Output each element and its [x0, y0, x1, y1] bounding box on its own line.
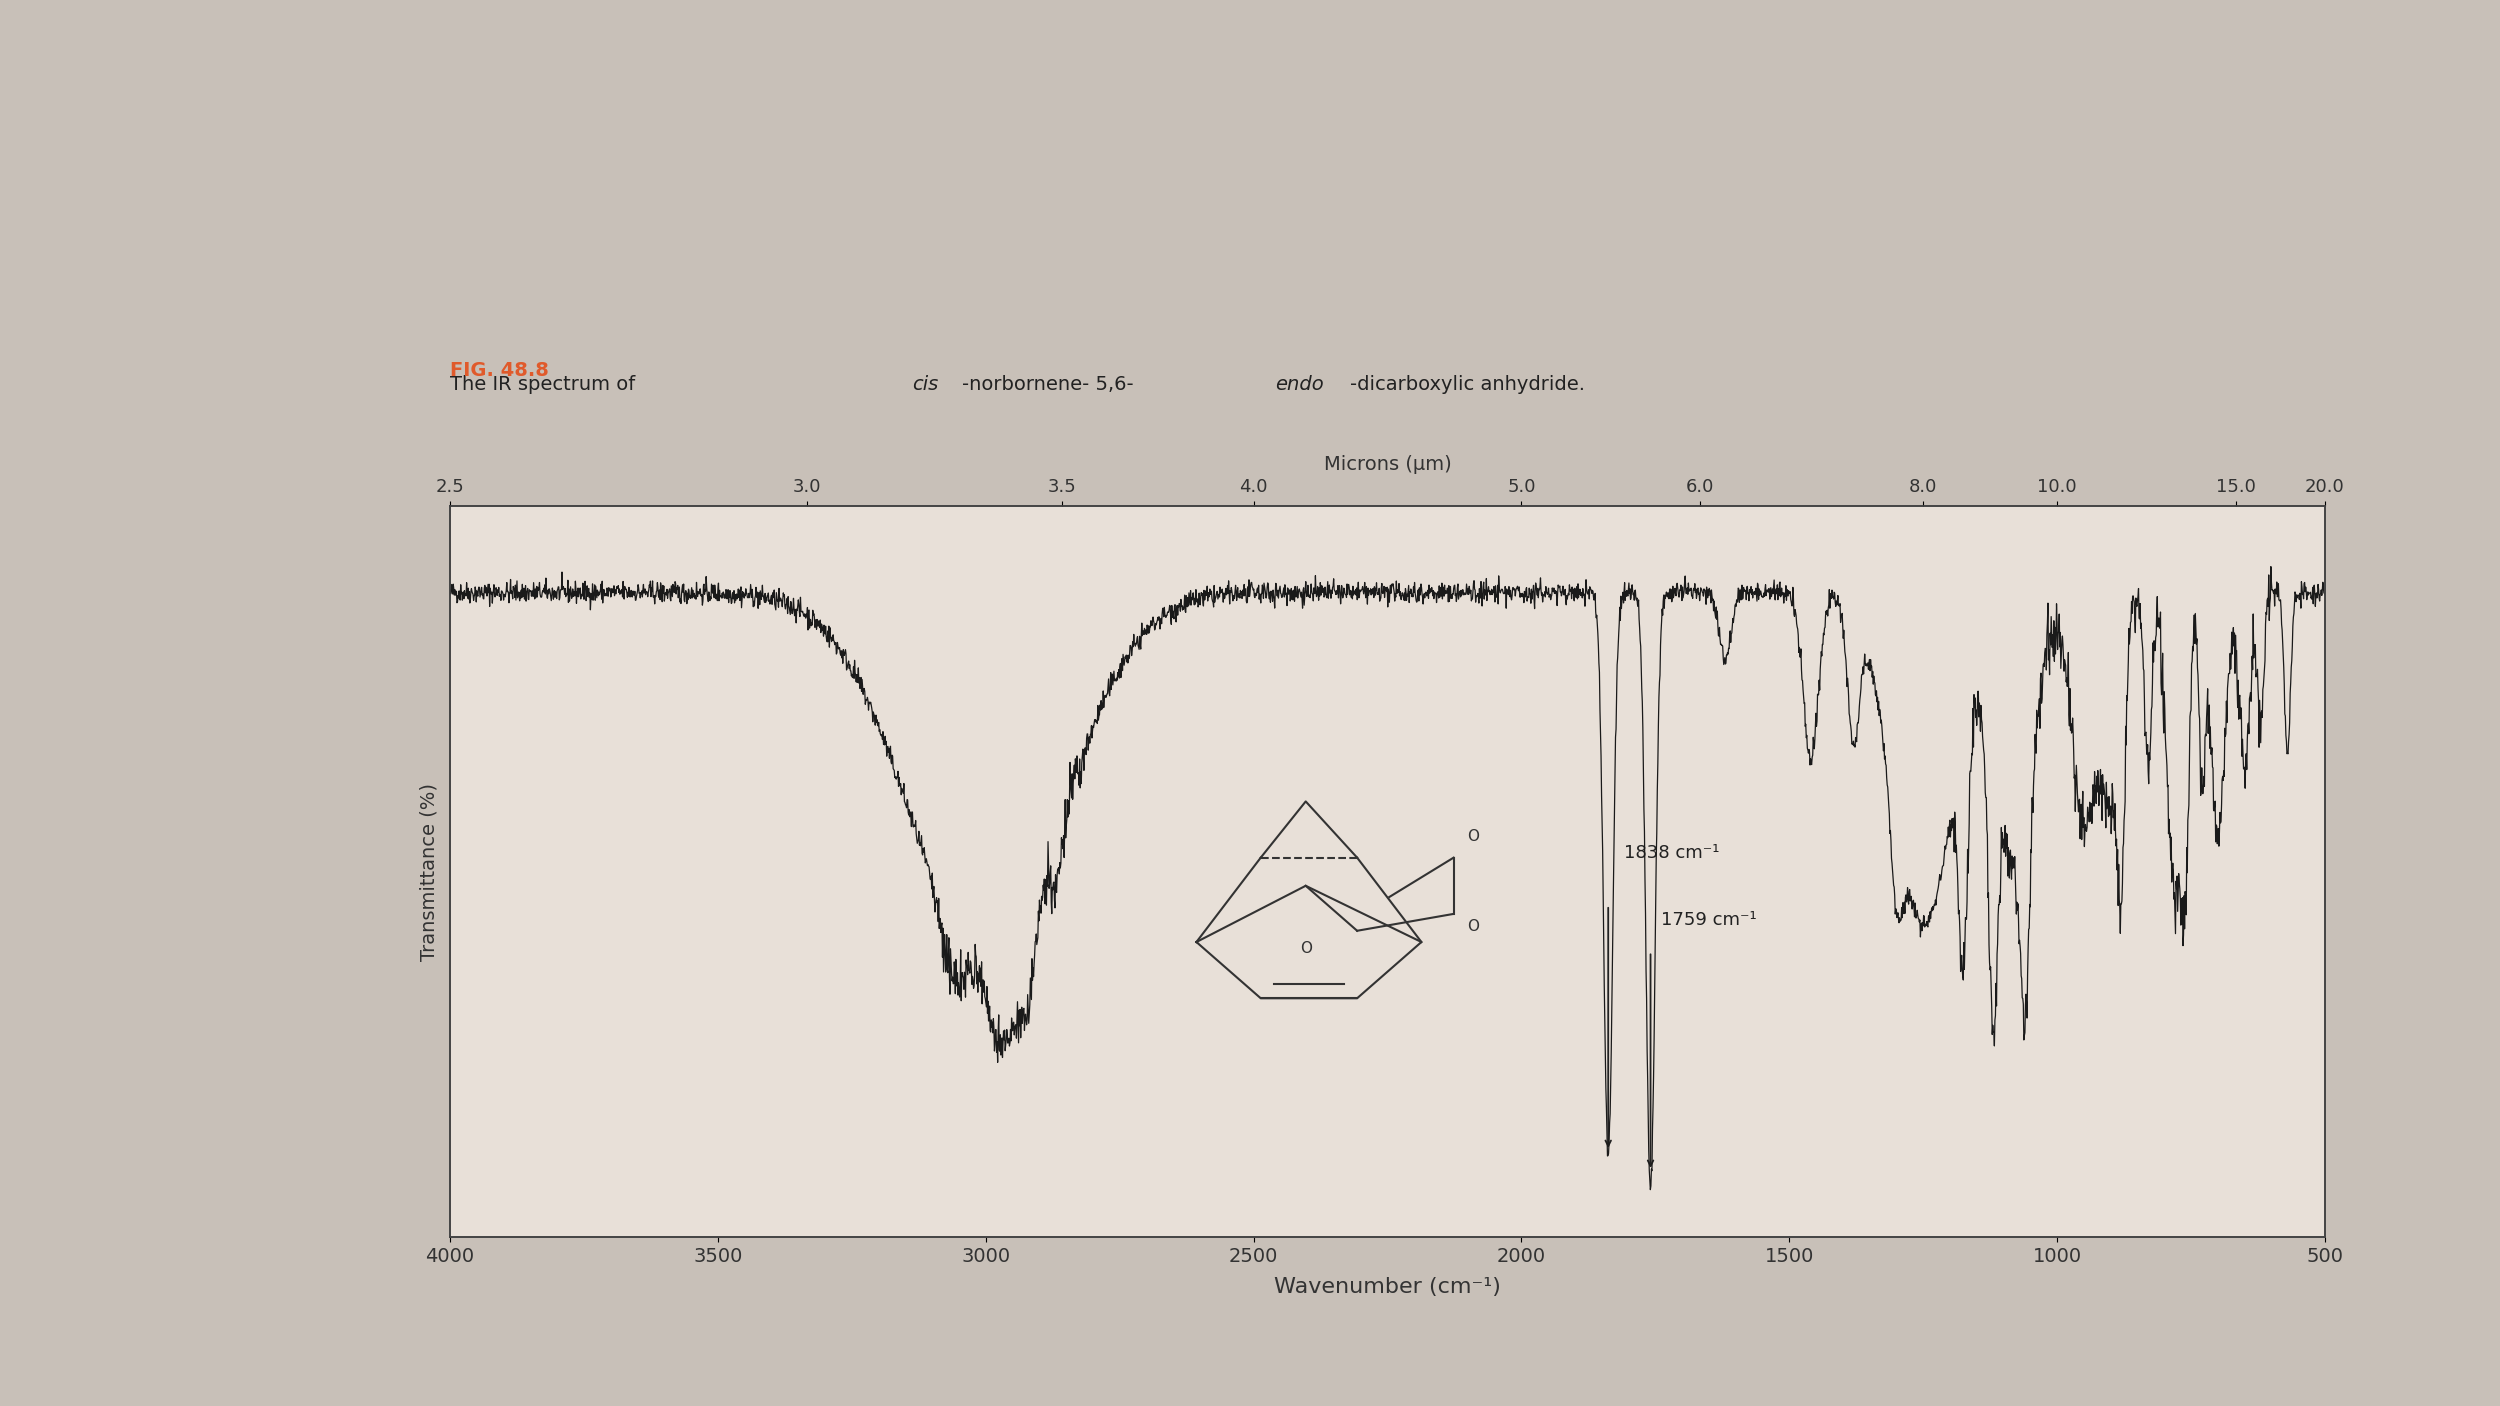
X-axis label: Microns (μm): Microns (μm)	[1322, 456, 1452, 474]
Y-axis label: Transmittance (%): Transmittance (%)	[420, 783, 440, 960]
Text: The IR spectrum of: The IR spectrum of	[450, 374, 642, 394]
Text: -dicarboxylic anhydride.: -dicarboxylic anhydride.	[1350, 374, 1585, 394]
Text: O: O	[1468, 918, 1480, 934]
Text: cis: cis	[912, 374, 940, 394]
Text: FIG. 48.8: FIG. 48.8	[450, 360, 550, 380]
Text: endo: endo	[1275, 374, 1322, 394]
X-axis label: Wavenumber (cm⁻¹): Wavenumber (cm⁻¹)	[1275, 1277, 1500, 1298]
Text: O: O	[1300, 941, 1312, 956]
Text: O: O	[1468, 828, 1480, 844]
Text: -norbornene- 5,6-: -norbornene- 5,6-	[962, 374, 1135, 394]
Text: 1838 cm⁻¹: 1838 cm⁻¹	[1622, 845, 1720, 862]
Text: 1759 cm⁻¹: 1759 cm⁻¹	[1660, 911, 1757, 929]
